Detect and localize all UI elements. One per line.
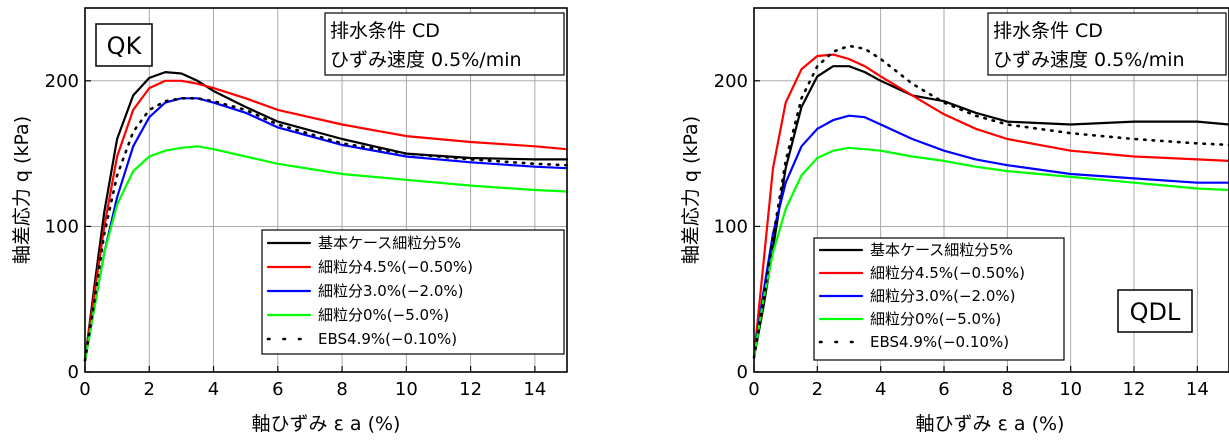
x-tick-labels: 0 2 4 6 8 10 12 14: [79, 379, 546, 400]
y-axis-label: 軸差応力 q (kPa): [680, 116, 702, 264]
x-tick-label: 2: [812, 379, 823, 400]
panel-id-box: QK: [95, 23, 153, 67]
x-tick-labels: 0 2 4 6 8 10 12 14: [748, 379, 1209, 400]
series-lines: [83, 71, 569, 362]
series-line: [83, 97, 569, 362]
x-tick-label: 4: [208, 379, 219, 400]
x-tick-label: 10: [1059, 379, 1082, 400]
x-tick-label: 10: [395, 379, 418, 400]
y-tick-label: 100: [45, 216, 79, 237]
panel-id-box: QDL: [1117, 289, 1193, 333]
condition-line-1: 排水条件 CD: [993, 20, 1103, 42]
y-tick-label: 200: [714, 71, 748, 92]
condition-line-2: ひずみ速度 0.5%/min: [993, 49, 1185, 71]
chart-panel-right: 0 2 4 6 8 10 12 14 0 100 200 排水条件 CD ひずみ速度 0.5%/m…: [680, 7, 1229, 435]
x-tick-label: 12: [459, 379, 482, 400]
y-axis-label: 軸差応力 q (kPa): [11, 116, 33, 264]
plot-border: [84, 7, 568, 373]
condition-line-1: 排水条件 CD: [330, 20, 440, 42]
x-tick-label: 14: [523, 379, 546, 400]
legend-label: 細粒分0%(−5.0%): [870, 310, 1001, 328]
y-tick-label: 0: [737, 362, 748, 383]
x-tick-label: 8: [1002, 379, 1013, 400]
series-line: [83, 79, 569, 362]
y-tick-label: 0: [68, 362, 79, 383]
condition-box: 排水条件 CD ひずみ速度 0.5%/min: [987, 12, 1227, 76]
legend-label: 基本ケース細粒分5%: [318, 234, 461, 252]
x-tick-label: 0: [748, 379, 759, 400]
series-lines: [752, 44, 1229, 359]
panel-id-label: QDL: [1130, 298, 1181, 326]
series-line: [752, 146, 1229, 359]
x-tick-label: 8: [336, 379, 347, 400]
tick-marks: [84, 80, 536, 373]
legend-label: 細粒分4.5%(−0.50%): [870, 264, 1025, 282]
x-tick-label: 0: [79, 379, 90, 400]
x-axis-label: 軸ひずみ ε a (%): [252, 413, 401, 435]
series-line: [752, 53, 1229, 359]
legend-label: 細粒分3.0%(−2.0%): [870, 287, 1016, 305]
series-line: [83, 145, 569, 362]
y-tick-labels: 0 100 200: [45, 71, 79, 383]
plot-border: [753, 7, 1229, 373]
tick-marks: [753, 80, 1198, 373]
legend-label: 基本ケース細粒分5%: [870, 241, 1013, 259]
legend-label: 細粒分4.5%(−0.50%): [318, 258, 473, 276]
legend: 基本ケース細粒分5% 細粒分4.5%(−0.50%) 細粒分3.0%(−2.0%) 細…: [261, 229, 565, 355]
x-tick-label: 6: [938, 379, 949, 400]
series-line: [752, 114, 1229, 359]
legend-label: EBS4.9%(−0.10%): [318, 330, 457, 348]
condition-line-2: ひずみ速度 0.5%/min: [330, 49, 522, 71]
panel-id-label: QK: [107, 32, 143, 60]
series-line: [83, 71, 569, 362]
y-tick-labels: 0 100 200: [714, 71, 748, 383]
x-axis-label: 軸ひずみ ε a (%): [916, 413, 1065, 435]
y-tick-label: 200: [45, 71, 79, 92]
legend-label: EBS4.9%(−0.10%): [870, 333, 1009, 351]
x-tick-label: 12: [1123, 379, 1146, 400]
legend-label: 細粒分3.0%(−2.0%): [318, 282, 464, 300]
series-line: [752, 44, 1229, 359]
chart-panel-left: 0 2 4 6 8 10 12 14 0 100 200 QK 排水条件 CD ひずみ速度 0.5…: [11, 7, 569, 435]
x-tick-label: 4: [875, 379, 886, 400]
legend-label: 細粒分0%(−5.0%): [318, 306, 449, 324]
x-tick-label: 14: [1186, 379, 1209, 400]
condition-box: 排水条件 CD ひずみ速度 0.5%/min: [324, 12, 565, 76]
x-tick-label: 6: [272, 379, 283, 400]
x-tick-label: 2: [144, 379, 155, 400]
y-tick-label: 100: [714, 216, 748, 237]
legend: 基本ケース細粒分5% 細粒分4.5%(−0.50%) 細粒分3.0%(−2.0%) 細…: [813, 237, 1065, 361]
